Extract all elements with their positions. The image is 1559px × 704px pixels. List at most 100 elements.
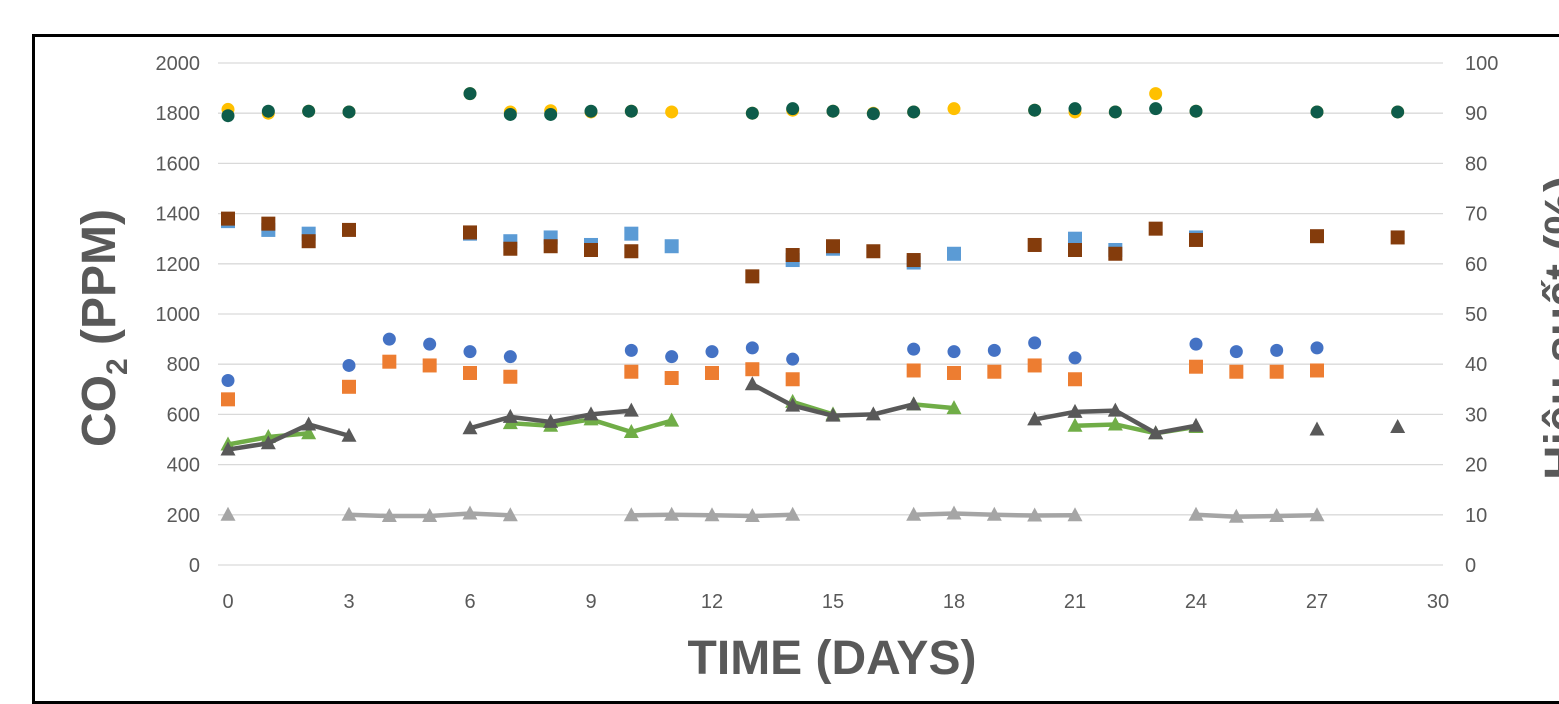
data-point: [1229, 345, 1243, 359]
right-tick-label: 20: [1465, 455, 1487, 477]
data-point: [221, 374, 235, 388]
data-point: [342, 358, 356, 372]
data-point: [1067, 507, 1083, 522]
data-point: [745, 106, 759, 120]
x-tick-label: 0: [222, 591, 233, 613]
data-point: [1189, 104, 1203, 118]
data-point: [584, 104, 598, 118]
data-point: [301, 416, 317, 431]
left-tick-label: 400: [167, 455, 200, 477]
right-tick-label: 90: [1465, 103, 1487, 125]
data-point: [906, 253, 921, 268]
data-point: [624, 364, 639, 379]
data-point: [1107, 402, 1123, 417]
data-point: [624, 104, 638, 118]
data-point: [502, 507, 518, 522]
data-point: [261, 216, 276, 231]
data-point: [382, 332, 396, 346]
data-point: [503, 241, 518, 256]
data-point: [1068, 102, 1082, 116]
left-axis-title: CO2 (PPM): [73, 209, 134, 447]
data-point: [1189, 232, 1203, 247]
data-point: [1310, 105, 1324, 119]
data-point: [907, 342, 921, 356]
data-point: [1068, 231, 1082, 246]
data-point: [584, 242, 598, 257]
data-point: [825, 407, 841, 422]
data-point: [1188, 417, 1204, 432]
right-tick-label: 30: [1465, 404, 1487, 426]
x-tick-label: 6: [464, 591, 475, 613]
data-point: [785, 248, 800, 263]
data-point: [543, 413, 559, 428]
data-point: [342, 105, 356, 119]
data-point: [1027, 507, 1043, 522]
left-axis-ticks: 0 200 400 600 800 1000 1200 1400 1600 1800 2000: [156, 53, 201, 577]
data-point: [745, 269, 760, 284]
data-point: [260, 435, 276, 450]
data-point: [221, 392, 235, 407]
data-series: [221, 87, 1405, 123]
data-point: [624, 343, 638, 357]
data-point: [826, 239, 840, 254]
data-point: [665, 350, 679, 364]
data-point: [1028, 103, 1042, 117]
data-point: [865, 406, 881, 421]
data-point: [623, 423, 639, 438]
series-line: [1195, 512, 1318, 520]
data-point: [1309, 507, 1325, 522]
x-tick-label: 27: [1306, 591, 1328, 613]
data-point: [1148, 425, 1164, 440]
right-tick-label: 40: [1465, 354, 1487, 376]
data-point: [623, 402, 639, 417]
data-point: [947, 365, 961, 380]
data-series: [221, 214, 1203, 270]
data-series: [220, 393, 1204, 451]
right-tick-label: 70: [1465, 204, 1487, 226]
data-point: [987, 364, 1002, 379]
data-point: [664, 239, 679, 254]
data-point: [422, 508, 438, 523]
data-point: [1027, 358, 1042, 373]
data-point: [463, 225, 477, 240]
data-point: [1269, 364, 1284, 379]
data-point: [624, 226, 639, 241]
series-line: [227, 422, 350, 452]
data-point: [986, 506, 1002, 521]
data-point: [220, 506, 236, 521]
data-point: [1108, 105, 1122, 119]
data-point: [1310, 341, 1324, 355]
data-point: [1149, 102, 1163, 116]
data-point: [1229, 364, 1244, 379]
data-point: [745, 341, 759, 355]
data-point: [1028, 336, 1042, 350]
gridlines: [218, 62, 1443, 566]
data-point: [462, 420, 478, 435]
data-point: [1270, 343, 1284, 357]
x-tick-label: 12: [701, 591, 723, 613]
data-point: [664, 506, 680, 521]
data-series: [220, 505, 1325, 523]
data-point: [947, 102, 961, 116]
data-point: [786, 352, 800, 366]
x-tick-label: 24: [1185, 591, 1207, 613]
data-point: [946, 505, 962, 520]
data-point: [785, 506, 801, 521]
data-point: [1189, 337, 1203, 351]
data-point: [1108, 246, 1123, 261]
right-tick-label: 50: [1465, 304, 1487, 326]
x-tick-label: 21: [1064, 591, 1086, 613]
data-point: [1269, 508, 1285, 523]
x-axis-ticks: 0 3 6 9 12 15 18 21 24 27 30: [222, 591, 1449, 613]
data-point: [382, 354, 397, 369]
x-axis-title: TIME (DAYS): [688, 632, 977, 685]
data-point: [463, 87, 477, 101]
data-point: [744, 508, 760, 523]
left-tick-label: 1200: [156, 254, 201, 276]
data-point: [1068, 242, 1082, 257]
data-point: [1188, 506, 1204, 521]
data-point: [906, 396, 922, 411]
right-tick-label: 60: [1465, 254, 1487, 276]
data-point: [341, 506, 357, 521]
